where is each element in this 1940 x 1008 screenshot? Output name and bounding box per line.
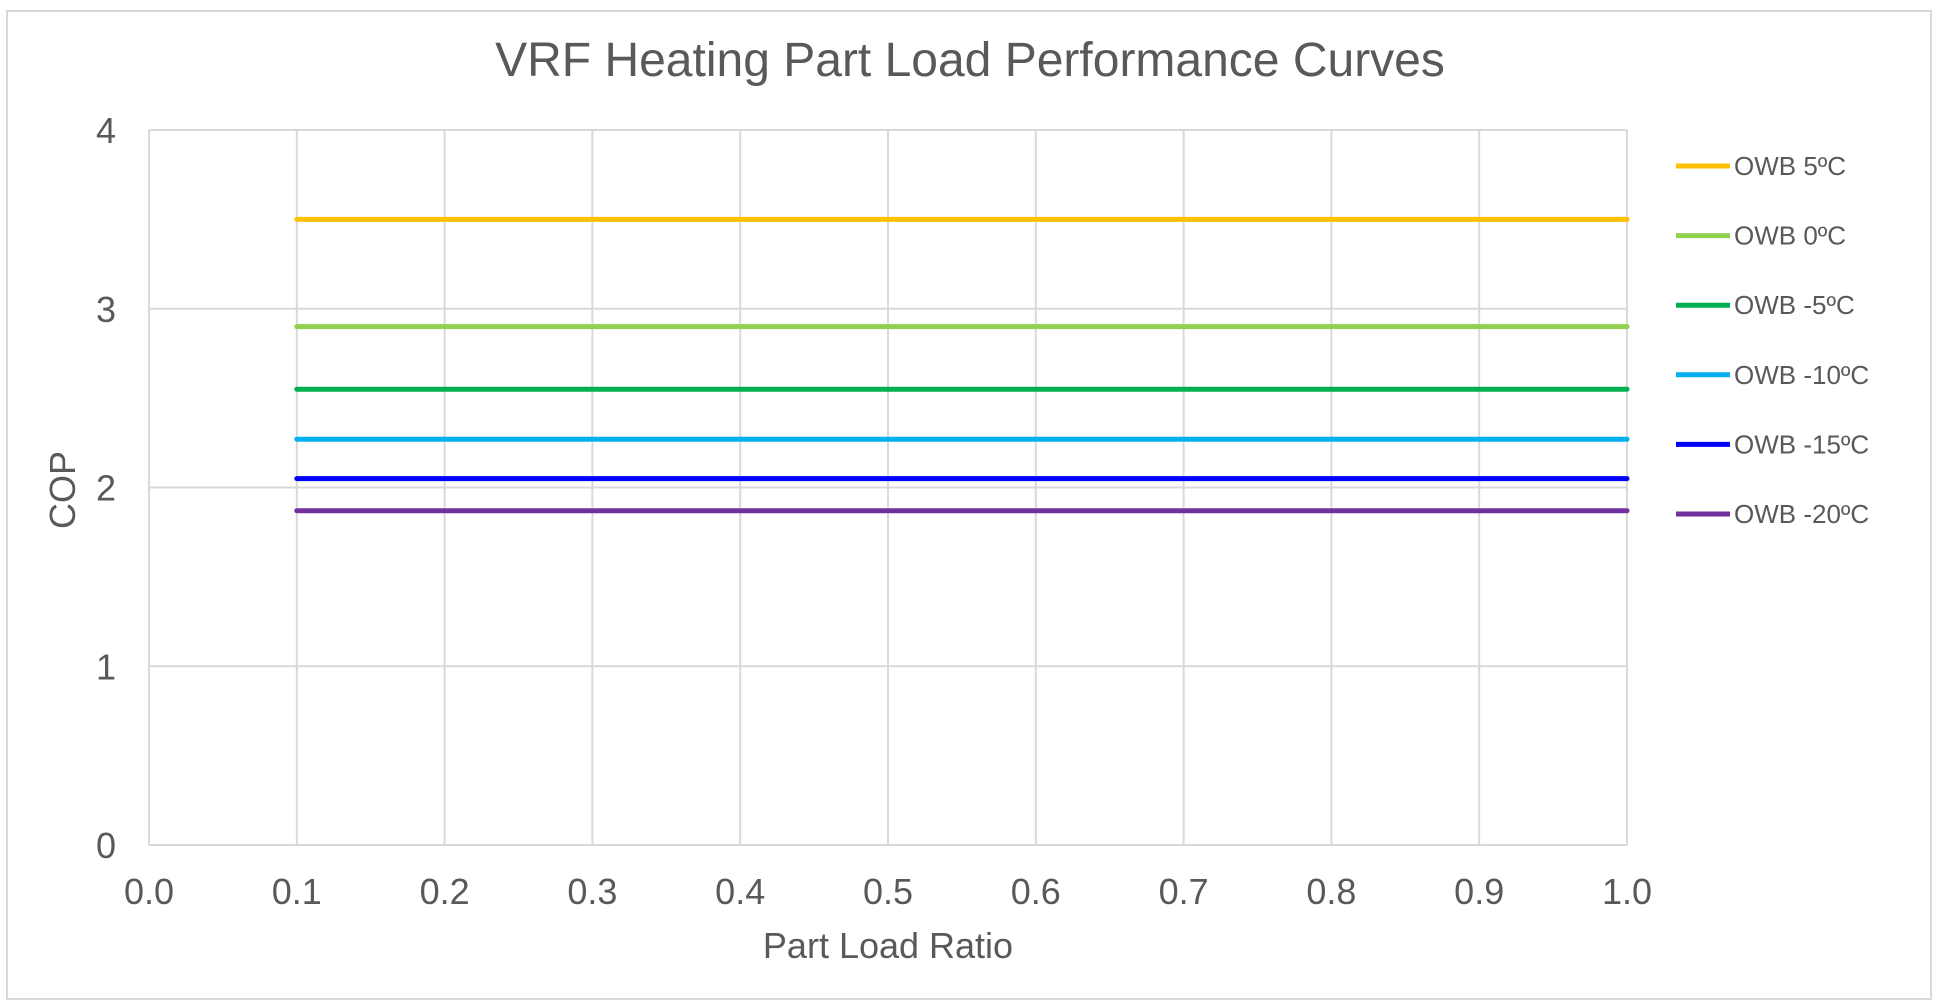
x-tick-label: 0.6 [1011, 871, 1061, 912]
legend: OWB 5ºC OWB 0ºC OWB -5ºC OWB -10ºC OWB -15ºC… [1676, 151, 1869, 529]
y-tick-label: 2 [96, 468, 116, 509]
x-tick-label: 0.5 [863, 871, 913, 912]
y-tick-labels: 0 1 2 3 4 [96, 110, 116, 866]
y-tick-label: 4 [96, 110, 116, 151]
series-lines [294, 216, 1630, 514]
legend-label: OWB 0ºC [1734, 221, 1846, 251]
chart-frame [6, 10, 1932, 1000]
grid-lines [149, 129, 1628, 845]
x-tick-label: 0.0 [124, 871, 174, 912]
legend-label: OWB -20ºC [1734, 499, 1869, 529]
y-tick-label: 3 [96, 289, 116, 330]
x-tick-labels: 0.0 0.1 0.2 0.3 0.4 0.5 0.6 0.7 0.8 0.9 1.0 [124, 871, 1652, 912]
x-tick-label: 0.1 [272, 871, 322, 912]
y-axis-label: COP [42, 451, 83, 529]
x-tick-label: 0.2 [420, 871, 470, 912]
legend-label: OWB -15ºC [1734, 429, 1869, 459]
x-tick-label: 0.9 [1454, 871, 1504, 912]
axes [148, 130, 1627, 846]
chart-title: VRF Heating Part Load Performance Curves [495, 34, 1445, 87]
x-tick-label: 0.7 [1159, 871, 1209, 912]
legend-label: OWB -5ºC [1734, 290, 1855, 320]
y-tick-label: 1 [96, 646, 116, 687]
x-tick-label: 1.0 [1602, 871, 1652, 912]
x-tick-label: 0.8 [1306, 871, 1356, 912]
x-axis-label: Part Load Ratio [763, 925, 1013, 966]
legend-label: OWB 5ºC [1734, 151, 1846, 181]
y-tick-label: 0 [96, 825, 116, 866]
x-tick-label: 0.4 [715, 871, 765, 912]
legend-label: OWB -10ºC [1734, 360, 1869, 390]
x-tick-label: 0.3 [567, 871, 617, 912]
